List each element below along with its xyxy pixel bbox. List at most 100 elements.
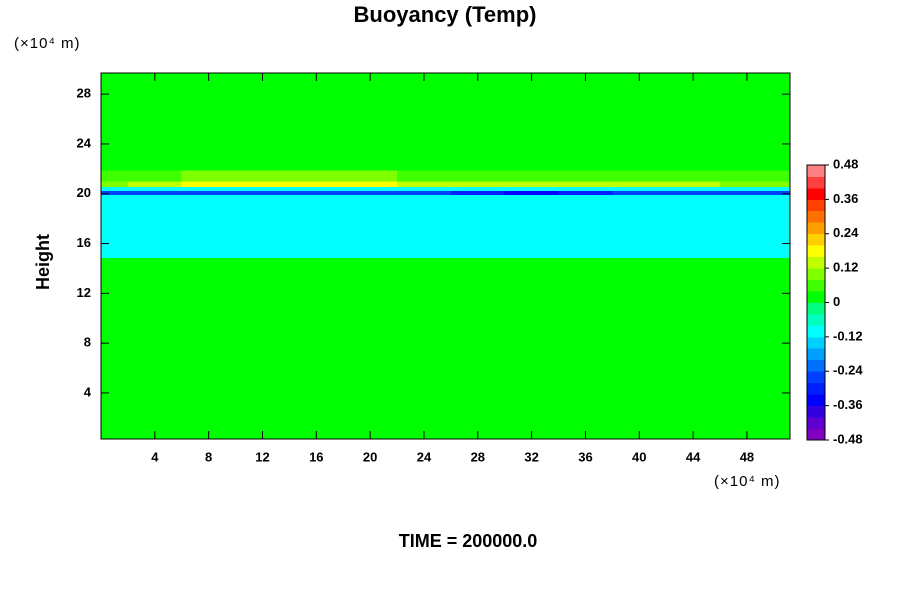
colorbar-swatch	[807, 336, 825, 349]
contour-cell	[666, 140, 721, 171]
contour-cell	[504, 170, 560, 182]
contour-cell	[450, 194, 506, 258]
contour-cell	[612, 186, 667, 192]
colorbar-tick-label: -0.24	[833, 363, 863, 378]
contour-cell	[558, 140, 613, 171]
colorbar-tick-label: -0.48	[833, 431, 863, 446]
x-tick-label: 48	[740, 449, 754, 464]
colorbar-swatch	[807, 417, 825, 429]
colorbar-swatch	[807, 348, 825, 361]
contour-cell	[397, 170, 452, 182]
contour-cell	[127, 180, 183, 187]
contour-cell	[504, 194, 560, 258]
contour-cell	[397, 180, 452, 187]
contour-cell	[558, 194, 613, 258]
contour-cell	[235, 180, 290, 187]
contour-cell	[666, 186, 721, 192]
contour-cell	[720, 180, 791, 187]
contour-cell	[101, 190, 129, 195]
contour-cell	[558, 186, 613, 192]
contour-cell	[720, 140, 791, 171]
colorbar-swatch	[807, 313, 825, 326]
colorbar-tick-label: 0.12	[833, 260, 858, 275]
contour-cell	[450, 186, 506, 192]
contour-cell	[127, 257, 183, 440]
contour-cell	[666, 180, 721, 187]
contour-cell	[612, 73, 667, 142]
y-tick-label: 20	[77, 185, 91, 200]
contour-cell	[450, 170, 506, 182]
contour-cell	[504, 190, 560, 195]
colorbar-swatch	[807, 165, 825, 177]
contour-cell	[235, 186, 290, 192]
colorbar-tick-label: 0.24	[833, 225, 859, 240]
colorbar-swatch	[807, 405, 825, 418]
contour-cell	[397, 257, 452, 440]
contour-cell	[235, 194, 290, 258]
contour-cell	[101, 73, 129, 142]
contour-cell	[181, 170, 237, 182]
contour-cell	[127, 73, 183, 142]
contour-cell	[612, 170, 667, 182]
contour-cell	[666, 194, 721, 258]
plot-frame	[100, 72, 791, 440]
colorbar-swatch	[807, 268, 825, 280]
contour-cell	[181, 194, 237, 258]
contour-cell	[127, 190, 183, 195]
x-tick-label: 40	[632, 449, 646, 464]
contour-cell	[181, 73, 237, 142]
colorbar-swatch	[807, 233, 825, 246]
chart-title: Buoyancy (Temp)	[354, 2, 537, 27]
contour-cell	[343, 190, 398, 195]
colorbar-tick-label: -0.36	[833, 397, 863, 412]
contour-cell	[397, 194, 452, 258]
contour-cell	[289, 190, 344, 195]
y-tick-label: 28	[77, 86, 91, 101]
contour-cell	[720, 73, 791, 142]
contour-cell	[101, 180, 129, 187]
contour-cell	[397, 140, 452, 171]
x-tick-label: 28	[471, 449, 485, 464]
colorbar-swatch	[807, 279, 825, 292]
contour-cell	[343, 140, 398, 171]
contour-cell	[666, 190, 721, 195]
x-tick-label: 36	[578, 449, 592, 464]
colorbar-tick-label: 0	[833, 294, 840, 309]
x-tick-label: 4	[151, 449, 159, 464]
x-unit: (×10⁴ m)	[714, 473, 781, 490]
contour-cell	[558, 170, 613, 182]
colorbar-tick-label: 0.36	[833, 191, 858, 206]
contour-cell	[612, 257, 667, 440]
contour-cell	[181, 180, 237, 187]
y-tick-label: 24	[77, 135, 92, 150]
contour-cell	[666, 170, 721, 182]
contour-cell	[181, 190, 237, 195]
contour-cell	[558, 73, 613, 142]
contour-cell	[127, 186, 183, 192]
contour-cell	[612, 194, 667, 258]
contour-cell	[504, 186, 560, 192]
contour-cell	[450, 190, 506, 195]
contour-cell	[720, 190, 791, 195]
contour-cell	[235, 257, 290, 440]
colorbar-swatch	[807, 199, 825, 212]
contour-cell	[289, 186, 344, 192]
contour-cell	[101, 257, 129, 440]
y-axis-label: Height	[33, 234, 53, 290]
contour-cell	[504, 73, 560, 142]
contour-cell	[450, 257, 506, 440]
contour-cell	[612, 180, 667, 187]
contour-cell	[289, 140, 344, 171]
contour-cell	[101, 194, 129, 258]
colorbar-swatch	[807, 187, 825, 200]
contour-cell	[720, 194, 791, 258]
contour-cell	[504, 257, 560, 440]
colorbar-swatch	[807, 291, 825, 303]
contour-cell	[289, 257, 344, 440]
contour-cell	[450, 140, 506, 171]
contour-cell	[127, 170, 183, 182]
contour-cell	[235, 140, 290, 171]
contour-cell	[450, 73, 506, 142]
contour-cell	[235, 73, 290, 142]
contour-cell	[289, 73, 344, 142]
